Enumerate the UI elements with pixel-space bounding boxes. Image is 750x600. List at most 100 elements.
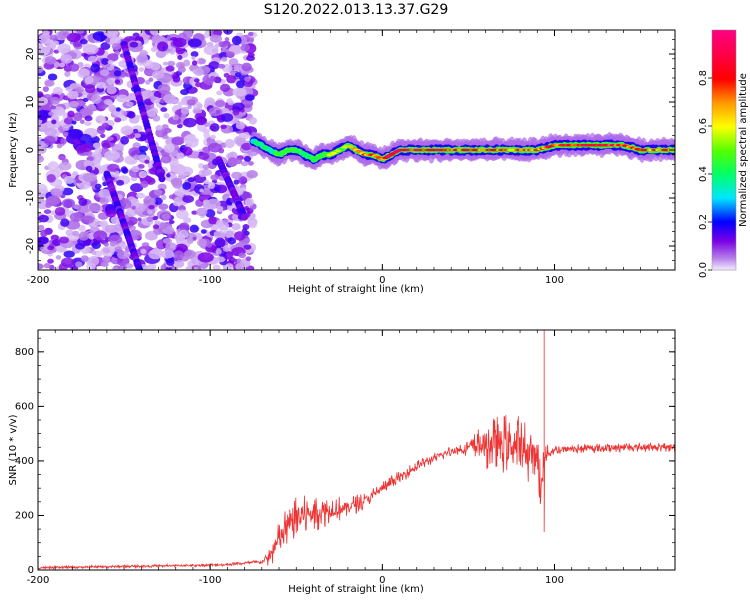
colorbar-cell (712, 152, 736, 155)
colorbar-cell (712, 112, 736, 115)
noise-blob (232, 102, 245, 111)
colorbar-cell (712, 80, 736, 83)
noise-blob (38, 140, 46, 149)
noise-blob (85, 165, 93, 172)
colorbar-cell (712, 72, 736, 75)
noise-blob (43, 209, 52, 215)
noise-blob (92, 142, 101, 149)
noise-blob (168, 219, 175, 225)
noise-blob (121, 167, 129, 174)
noise-blob (126, 101, 134, 107)
noise-blob (231, 223, 241, 231)
colorbar-cell (712, 212, 736, 215)
noise-blob (225, 230, 234, 238)
track-core (330, 151, 337, 155)
noise-blob (162, 238, 173, 245)
noise-blob (117, 250, 130, 260)
noise-blob (78, 198, 88, 206)
noise-blob (38, 214, 49, 223)
colorbar-cell (712, 82, 736, 85)
colorbar-cell (712, 84, 736, 87)
colorbar-cell (712, 242, 736, 245)
noise-blob (109, 36, 121, 46)
noise-blob (124, 263, 134, 269)
colorbar-cell (712, 108, 736, 111)
colorbar-cell (712, 230, 736, 233)
colorbar-cell (712, 100, 736, 103)
track-core (347, 145, 354, 148)
colorbar-cell (712, 208, 736, 211)
noise-blob (119, 265, 127, 270)
noise-blob (210, 174, 219, 181)
noise-blob (192, 267, 199, 270)
colorbar-cell (712, 48, 736, 51)
snr-panel: -200 -100 0 100 0 200 400 600 800 Height of str… (8, 329, 676, 595)
colorbar-cell (712, 74, 736, 77)
noise-blob (50, 188, 63, 197)
noise-blob (215, 248, 222, 255)
noise-blob (194, 78, 200, 83)
colorbar-cell (712, 52, 736, 55)
colorbar-cell (712, 96, 736, 99)
spectrogram-y-ticks: -20 -10 0 10 20 (25, 29, 675, 271)
snr-frame (37, 329, 676, 571)
noise-blob (129, 41, 139, 48)
noise-blob (100, 133, 106, 138)
colorbar-cell (712, 188, 736, 191)
colorbar-cell (712, 146, 736, 149)
noise-blob (151, 70, 165, 79)
noise-blob (38, 65, 44, 74)
noise-blob (160, 194, 167, 201)
colorbar-cell (712, 234, 736, 237)
x-tick-label: -100 (199, 575, 222, 586)
noise-blob (46, 173, 56, 183)
noise-blob (160, 154, 172, 164)
noise-blob (234, 231, 246, 241)
colorbar-ticks: 0.0 0.2 0.4 0.6 0.8 (698, 70, 712, 278)
noise-blob (152, 224, 160, 230)
noise-blob (189, 224, 199, 233)
colorbar-cell (712, 32, 736, 35)
noise-blob (231, 35, 242, 46)
colorbar-cell (712, 232, 736, 235)
interference-blob (138, 271, 145, 278)
noise-blob (150, 166, 157, 172)
noise-blob (187, 177, 195, 183)
noise-blob (235, 121, 245, 130)
noise-blob (90, 63, 100, 73)
noise-blob (220, 124, 227, 129)
noise-blob (100, 42, 111, 51)
noise-blob (60, 54, 73, 64)
noise-blob (177, 66, 186, 73)
noise-blob (218, 41, 228, 48)
noise-blob (79, 119, 85, 124)
noise-blob (144, 195, 151, 200)
noise-blob (103, 30, 119, 38)
noise-blob (148, 109, 157, 118)
noise-blob (203, 132, 211, 139)
noise-blob (138, 145, 149, 152)
colorbar-cell (712, 170, 736, 173)
colorbar-cell (712, 124, 736, 127)
noise-blob (199, 188, 204, 193)
noise-blob (47, 258, 54, 264)
noise-blob (72, 112, 83, 122)
y-tick-label: 10 (25, 96, 36, 109)
noise-blob (165, 242, 177, 252)
colorbar-cell (712, 154, 736, 157)
y-tick-label: 0 (25, 147, 36, 153)
noise-blob (76, 30, 85, 34)
noise-blob (149, 95, 157, 101)
colorbar-cell (712, 252, 736, 255)
y-tick-label: 600 (15, 401, 34, 412)
colorbar-cell (712, 268, 736, 271)
noise-blob (224, 138, 235, 149)
colorbar-cell (712, 250, 736, 253)
colorbar-cell (712, 132, 736, 135)
x-tick-label: 100 (545, 575, 564, 586)
colorbar-cell (712, 144, 736, 147)
x-tick-label: 0 (379, 575, 385, 586)
noise-blob (71, 120, 77, 125)
noise-blob (216, 205, 224, 212)
